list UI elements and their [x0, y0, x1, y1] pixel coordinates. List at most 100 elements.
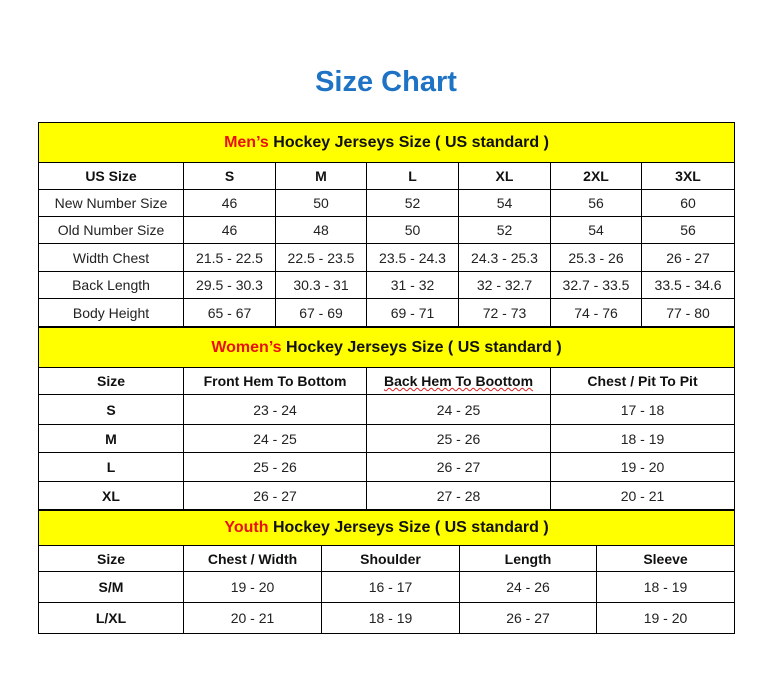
table-cell: 46 [183, 189, 276, 217]
table-cell: 72 - 73 [458, 298, 551, 327]
table-cell: 48 [275, 216, 367, 244]
youth-size-table: Youth Hockey Jerseys Size ( US standard … [37, 510, 736, 634]
row-label: S [38, 394, 184, 425]
table-cell: 46 [183, 216, 276, 244]
table-cell: 56 [640, 216, 736, 244]
column-header: Chest / Width [183, 545, 322, 572]
column-header-label: Size [96, 373, 125, 389]
row-label: Old Number Size [38, 216, 184, 244]
table-header-row: Size Chest / Width Shoulder Length Sleeve [38, 545, 736, 572]
table-cell: 54 [550, 216, 642, 244]
table-row: M 24 - 25 25 - 26 18 - 19 [38, 424, 736, 453]
table-row: Width Chest 21.5 - 22.5 22.5 - 23.5 23.5 - … [38, 243, 736, 272]
heading-highlight: Men’s [224, 133, 269, 151]
table-cell: 20 - 21 [549, 481, 736, 510]
table-cell: 26 - 27 [183, 481, 367, 510]
column-header: Size [38, 545, 184, 572]
table-cell: 19 - 20 [595, 602, 736, 634]
column-header: US Size [38, 162, 184, 190]
table-cell: 29.5 - 30.3 [183, 271, 276, 299]
column-header: Length [459, 545, 597, 572]
heading-text: Hockey Jerseys Size ( US standard ) [268, 519, 549, 536]
women-size-table: Women’s Hockey Jerseys Size ( US standar… [37, 327, 736, 510]
table-cell: 31 - 32 [366, 271, 459, 299]
row-label: L [38, 452, 184, 482]
men-size-table: Men’s Hockey Jerseys Size ( US standard … [37, 122, 736, 327]
row-label: Back Length [38, 271, 184, 299]
table-cell: 50 [366, 216, 459, 244]
column-header-label: US Size [85, 168, 137, 184]
column-header-label: L [408, 168, 417, 184]
column-header-label: Chest / Width [207, 550, 298, 567]
women-section-heading: Women’s Hockey Jerseys Size ( US standar… [37, 327, 736, 368]
table-cell: 74 - 76 [550, 298, 642, 327]
row-label: M [38, 424, 184, 453]
row-label: L/XL [38, 602, 184, 634]
men-section-heading: Men’s Hockey Jerseys Size ( US standard … [37, 122, 736, 163]
table-cell: 50 [275, 189, 367, 217]
table-cell: 25.3 - 26 [550, 243, 642, 272]
column-header: Size [38, 367, 184, 395]
row-label: Width Chest [38, 243, 184, 272]
table-cell: 24 - 25 [183, 424, 367, 453]
table-cell: 25 - 26 [366, 424, 551, 453]
table-header-row: US Size S M L XL 2XL 3XL [38, 162, 736, 190]
column-header: L [366, 162, 459, 190]
table-cell: 26 - 27 [366, 452, 551, 482]
table-cell: 17 - 18 [549, 394, 736, 425]
table-row: New Number Size 46 50 52 54 56 60 [38, 189, 736, 217]
row-label: S/M [38, 571, 184, 603]
table-cell: 23 - 24 [183, 394, 367, 425]
table-cell: 54 [458, 189, 551, 217]
column-header: Front Hem To Bottom [183, 367, 367, 395]
column-header: 3XL [640, 162, 736, 190]
table-cell: 32.7 - 33.5 [550, 271, 642, 299]
row-label: Body Height [38, 298, 184, 327]
column-header-label: Front Hem To Bottom [203, 373, 347, 389]
table-cell: 18 - 19 [321, 602, 460, 634]
table-cell: 56 [550, 189, 642, 217]
size-chart: Men’s Hockey Jerseys Size ( US standard … [37, 122, 736, 634]
column-header: Chest / Pit To Pit [549, 367, 736, 395]
table-cell: 65 - 67 [183, 298, 276, 327]
table-cell: 24 - 26 [459, 571, 597, 603]
table-cell: 52 [458, 216, 551, 244]
table-cell: 23.5 - 24.3 [366, 243, 459, 272]
table-header-row: Size Front Hem To Bottom Back Hem To Boott… [38, 367, 736, 395]
heading-highlight: Youth [224, 519, 269, 536]
table-row: L 25 - 26 26 - 27 19 - 20 [38, 452, 736, 482]
table-cell: 24.3 - 25.3 [458, 243, 551, 272]
table-cell: 69 - 71 [366, 298, 459, 327]
table-cell: 19 - 20 [183, 571, 322, 603]
column-header-label: Back Hem To Boottom [383, 373, 534, 389]
table-cell: 26 - 27 [459, 602, 597, 634]
table-cell: 20 - 21 [183, 602, 322, 634]
table-cell: 18 - 19 [595, 571, 736, 603]
heading-text: Hockey Jerseys Size ( US standard ) [281, 338, 562, 356]
column-header-label: S [224, 168, 235, 184]
table-row: Old Number Size 46 48 50 52 54 56 [38, 216, 736, 244]
column-header-label: Length [504, 550, 552, 567]
column-header: Back Hem To Boottom [366, 367, 551, 395]
table-cell: 77 - 80 [640, 298, 736, 327]
column-header: S [183, 162, 276, 190]
table-cell: 52 [366, 189, 459, 217]
column-header-label: Chest / Pit To Pit [587, 373, 698, 389]
table-row: Body Height 65 - 67 67 - 69 69 - 71 72 - 73 7… [38, 298, 736, 327]
column-header: Shoulder [321, 545, 460, 572]
table-cell: 21.5 - 22.5 [183, 243, 276, 272]
row-label: New Number Size [38, 189, 184, 217]
column-header-label: Shoulder [360, 550, 421, 567]
table-cell: 24 - 25 [366, 394, 551, 425]
table-cell: 67 - 69 [275, 298, 367, 327]
table-row: S/M 19 - 20 16 - 17 24 - 26 18 - 19 [38, 571, 736, 603]
column-header-label: 3XL [675, 168, 701, 184]
column-header: Sleeve [595, 545, 736, 572]
heading-highlight: Women’s [211, 338, 282, 356]
table-cell: 30.3 - 31 [275, 271, 367, 299]
table-cell: 16 - 17 [321, 571, 460, 603]
table-row: S 23 - 24 24 - 25 17 - 18 [38, 394, 736, 425]
heading-text: Hockey Jerseys Size ( US standard ) [268, 133, 549, 151]
page-title: Size Chart [315, 66, 457, 98]
table-cell: 26 - 27 [640, 243, 736, 272]
